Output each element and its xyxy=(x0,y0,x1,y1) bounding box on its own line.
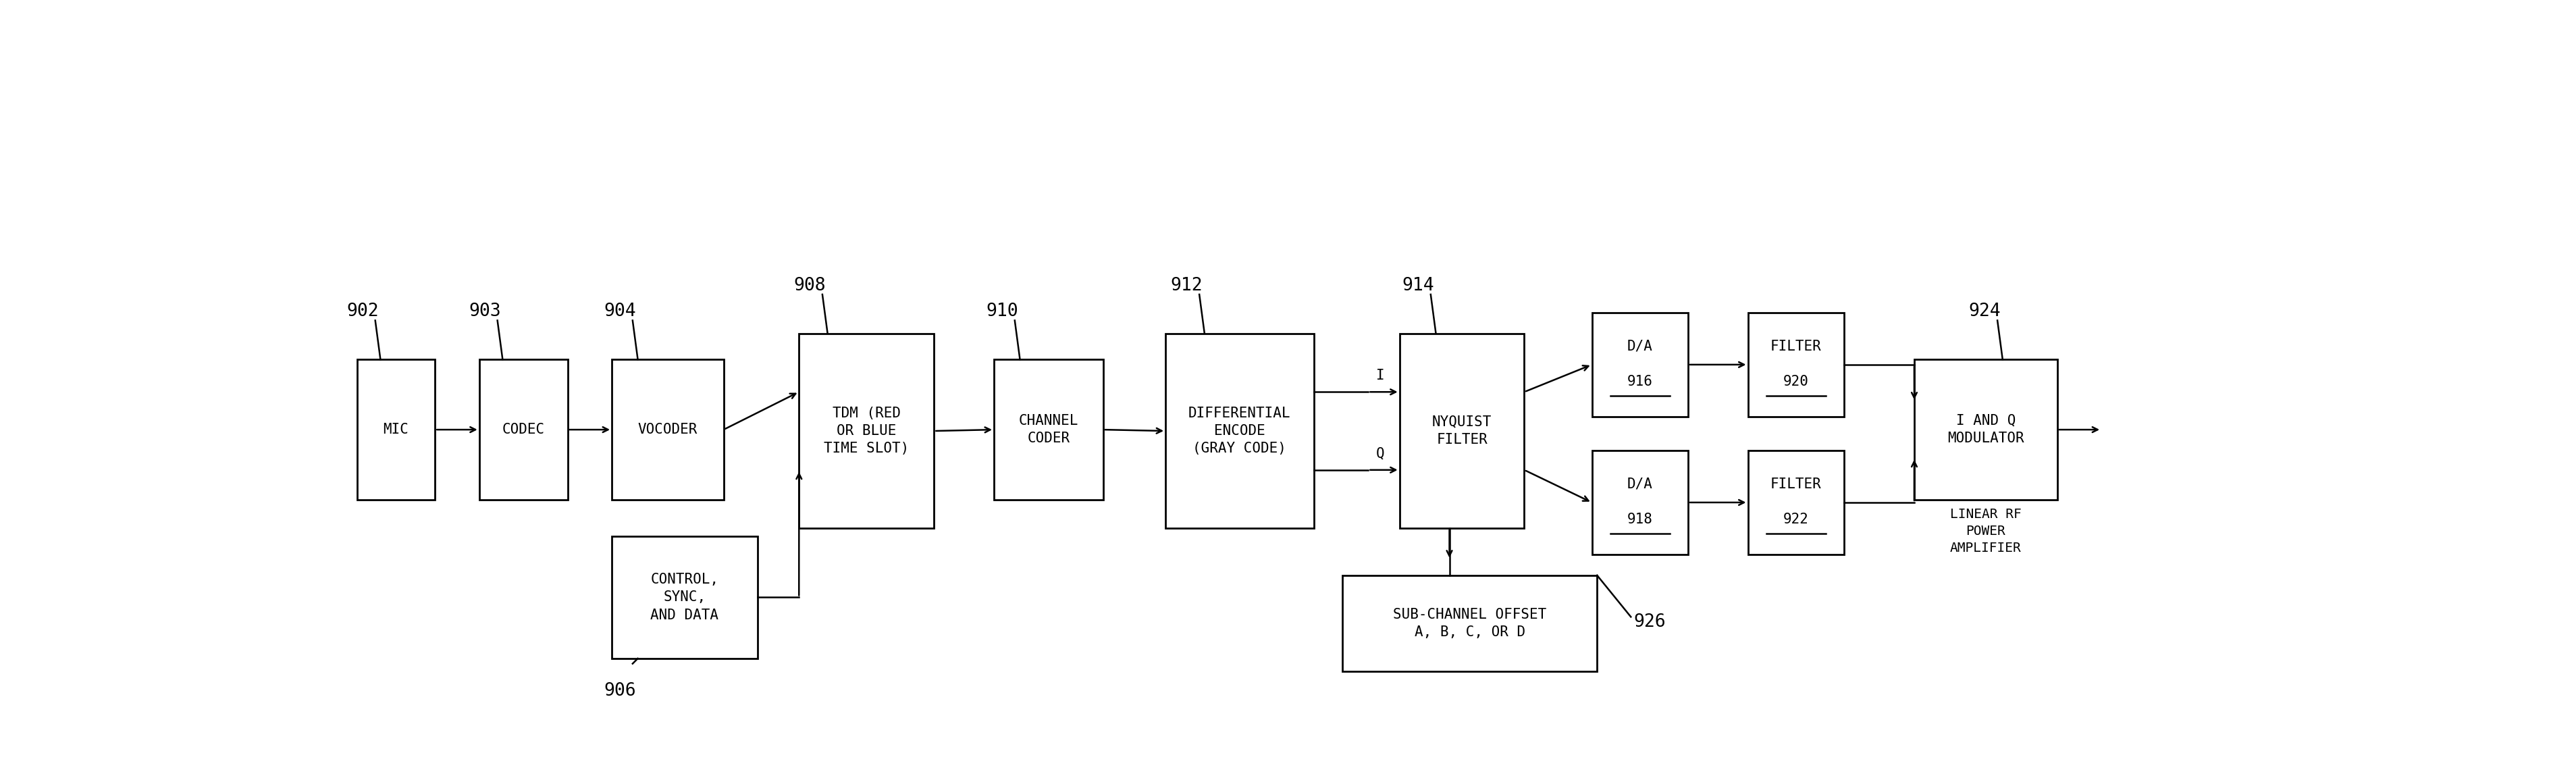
Text: 916: 916 xyxy=(1628,374,1654,388)
Bar xyxy=(1749,450,1844,554)
Bar xyxy=(358,360,435,499)
Text: FILTER: FILTER xyxy=(1770,478,1821,491)
Text: 912: 912 xyxy=(1170,277,1203,294)
Text: VOCODER: VOCODER xyxy=(639,423,698,436)
Text: CHANNEL
CODER: CHANNEL CODER xyxy=(1018,414,1079,445)
Text: 908: 908 xyxy=(793,277,827,294)
Bar xyxy=(1342,575,1597,672)
Text: 906: 906 xyxy=(603,682,636,699)
Text: I: I xyxy=(1376,369,1386,383)
Text: LINEAR RF
POWER
AMPLIFIER: LINEAR RF POWER AMPLIFIER xyxy=(1950,508,2022,554)
Text: D/A: D/A xyxy=(1628,478,1654,491)
Bar xyxy=(1592,313,1687,417)
Text: Q: Q xyxy=(1376,447,1386,461)
Text: 914: 914 xyxy=(1401,277,1435,294)
Text: I AND Q
MODULATOR: I AND Q MODULATOR xyxy=(1947,414,2025,445)
Bar xyxy=(1914,360,2058,499)
Text: 903: 903 xyxy=(469,303,500,320)
Bar xyxy=(1164,334,1314,529)
Text: MIC: MIC xyxy=(384,423,410,436)
Text: 924: 924 xyxy=(1968,303,2002,320)
Text: 910: 910 xyxy=(987,303,1018,320)
Bar xyxy=(613,537,757,659)
Text: TDM (RED
OR BLUE
TIME SLOT): TDM (RED OR BLUE TIME SLOT) xyxy=(824,406,909,455)
Bar xyxy=(1749,313,1844,417)
Text: 904: 904 xyxy=(603,303,636,320)
Text: 918: 918 xyxy=(1628,513,1654,526)
Text: 902: 902 xyxy=(348,303,379,320)
Bar xyxy=(479,360,567,499)
Text: CODEC: CODEC xyxy=(502,423,544,436)
Text: FILTER: FILTER xyxy=(1770,340,1821,353)
Text: D/A: D/A xyxy=(1628,340,1654,353)
Text: NYQUIST
FILTER: NYQUIST FILTER xyxy=(1432,415,1492,447)
Text: 920: 920 xyxy=(1783,374,1808,388)
Bar xyxy=(1592,450,1687,554)
Bar xyxy=(994,360,1103,499)
Text: CONTROL,
SYNC,
AND DATA: CONTROL, SYNC, AND DATA xyxy=(652,573,719,622)
Text: DIFFERENTIAL
ENCODE
(GRAY CODE): DIFFERENTIAL ENCODE (GRAY CODE) xyxy=(1188,406,1291,455)
Text: 922: 922 xyxy=(1783,513,1808,526)
Bar xyxy=(1399,334,1525,529)
Bar xyxy=(799,334,935,529)
Bar xyxy=(613,360,724,499)
Text: 926: 926 xyxy=(1633,613,1667,631)
Text: SUB-CHANNEL OFFSET
A, B, C, OR D: SUB-CHANNEL OFFSET A, B, C, OR D xyxy=(1394,608,1546,639)
